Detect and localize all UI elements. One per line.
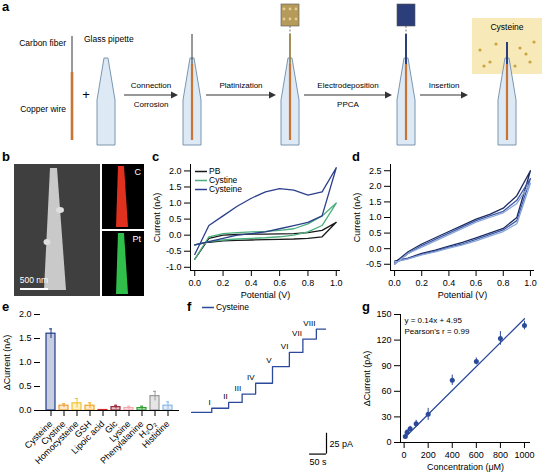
svg-text:1000: 1000 <box>514 450 534 460</box>
svg-text:0.2: 0.2 <box>415 278 428 288</box>
svg-text:150: 150 <box>376 309 391 319</box>
svg-text:PPCA: PPCA <box>337 100 359 109</box>
svg-text:500 nm: 500 nm <box>20 275 48 285</box>
svg-text:0.5: 0.5 <box>19 381 32 391</box>
svg-text:25 pA: 25 pA <box>330 439 354 449</box>
svg-text:Potential (V): Potential (V) <box>438 290 488 300</box>
html-text:a: a <box>2 0 10 14</box>
svg-text:Cysteine: Cysteine <box>22 418 55 451</box>
svg-text:-1.0: -1.0 <box>166 262 182 272</box>
svg-text:Corrosion: Corrosion <box>134 100 169 109</box>
svg-text:60: 60 <box>381 386 391 396</box>
svg-text:0.2: 0.2 <box>217 278 230 288</box>
svg-text:III: III <box>234 384 241 393</box>
svg-text:0.6: 0.6 <box>273 278 286 288</box>
svg-text:2.5: 2.5 <box>369 166 382 176</box>
svg-text:1.0: 1.0 <box>524 278 537 288</box>
svg-text:Histidine: Histidine <box>140 419 171 450</box>
svg-text:0.4: 0.4 <box>443 278 456 288</box>
svg-text:C: C <box>135 167 142 177</box>
svg-text:H₂O₂: H₂O₂ <box>136 418 159 441</box>
svg-text:-0.5: -0.5 <box>166 246 182 256</box>
svg-text:30: 30 <box>381 412 391 422</box>
html-text:Cysteine: Cysteine <box>209 184 243 194</box>
svg-text:Pt: Pt <box>132 234 141 244</box>
svg-text:Electrodeposition: Electrodeposition <box>317 81 378 90</box>
html-text:c: c <box>152 149 160 164</box>
svg-text:0.6: 0.6 <box>470 278 483 288</box>
svg-text:Lipoic acid: Lipoic acid <box>69 419 106 456</box>
svg-text:90: 90 <box>381 361 391 371</box>
svg-text:-0.5: -0.5 <box>366 259 382 269</box>
svg-text:600: 600 <box>469 450 484 460</box>
svg-text:1.5: 1.5 <box>169 182 182 192</box>
html-text:Cysteine: Cysteine <box>216 302 250 312</box>
svg-text:1.0: 1.0 <box>330 278 343 288</box>
svg-text:800: 800 <box>493 450 508 460</box>
svg-text:Potential (V): Potential (V) <box>241 290 291 300</box>
svg-text:Cysteine: Cysteine <box>490 22 523 32</box>
svg-text:y = 0.14x + 4.95: y = 0.14x + 4.95 <box>405 316 463 325</box>
svg-text:1.0: 1.0 <box>19 357 32 367</box>
svg-text:120: 120 <box>376 335 391 345</box>
html-text:e: e <box>2 299 10 314</box>
svg-text:ΔCurrent (nA): ΔCurrent (nA) <box>2 335 12 391</box>
svg-text:Cystine: Cystine <box>39 418 68 447</box>
svg-text:Current (nA): Current (nA) <box>152 193 162 243</box>
svg-text:GSH: GSH <box>72 418 94 440</box>
svg-text:Lysine: Lysine <box>107 418 133 444</box>
svg-text:50 s: 50 s <box>310 457 328 467</box>
html-text:PB: PB <box>209 166 221 176</box>
html-text:g: g <box>362 299 370 314</box>
svg-text:0.8: 0.8 <box>302 278 315 288</box>
svg-text:200: 200 <box>421 450 436 460</box>
svg-text:V: V <box>266 356 272 365</box>
html-text:d: d <box>352 149 360 164</box>
svg-text:0: 0 <box>386 437 391 447</box>
svg-text:0.5: 0.5 <box>369 228 382 238</box>
svg-text:0.0: 0.0 <box>369 244 382 254</box>
svg-text:Current (nA): Current (nA) <box>352 193 362 243</box>
svg-text:400: 400 <box>445 450 460 460</box>
svg-text:Carbon fiber: Carbon fiber <box>19 38 66 48</box>
svg-text:Phenylalanine: Phenylalanine <box>98 419 145 466</box>
svg-text:0.8: 0.8 <box>497 278 510 288</box>
svg-text:Copper wire: Copper wire <box>20 104 66 114</box>
svg-text:+: + <box>82 87 90 102</box>
svg-text:ΔCurrent (pA): ΔCurrent (pA) <box>362 351 372 407</box>
svg-text:2.0: 2.0 <box>169 166 182 176</box>
svg-text:Homocysteine: Homocysteine <box>33 419 80 466</box>
svg-text:1.0: 1.0 <box>169 198 182 208</box>
svg-text:Concentration (μM): Concentration (μM) <box>427 462 504 472</box>
svg-text:0.5: 0.5 <box>169 214 182 224</box>
svg-text:1.5: 1.5 <box>19 333 32 343</box>
svg-text:II: II <box>223 392 227 401</box>
svg-text:0.0: 0.0 <box>19 405 32 415</box>
svg-text:Pearson's r = 0.99: Pearson's r = 0.99 <box>405 327 470 336</box>
svg-text:Glc: Glc <box>102 418 120 436</box>
svg-text:0.0: 0.0 <box>388 278 401 288</box>
html-text:Cystine: Cystine <box>209 175 238 185</box>
svg-text:I: I <box>209 398 211 407</box>
svg-text:0.4: 0.4 <box>245 278 258 288</box>
svg-text:VII: VII <box>292 329 302 338</box>
svg-text:Insertion: Insertion <box>429 81 460 90</box>
svg-text:2.0: 2.0 <box>19 309 32 319</box>
svg-text:1.5: 1.5 <box>369 197 382 207</box>
svg-text:0.0: 0.0 <box>188 278 201 288</box>
svg-text:2.0: 2.0 <box>369 181 382 191</box>
html-text:b: b <box>2 149 10 164</box>
svg-text:0.0: 0.0 <box>169 230 182 240</box>
svg-text:Platinization: Platinization <box>219 81 262 90</box>
svg-text:Connection: Connection <box>131 81 171 90</box>
html-text:f: f <box>187 299 192 314</box>
svg-text:Glass pipette: Glass pipette <box>84 34 134 44</box>
svg-text:1.0: 1.0 <box>369 212 382 222</box>
svg-text:IV: IV <box>247 373 255 382</box>
svg-text:0: 0 <box>402 450 407 460</box>
svg-text:VIII: VIII <box>303 319 315 328</box>
svg-text:VI: VI <box>281 342 289 351</box>
